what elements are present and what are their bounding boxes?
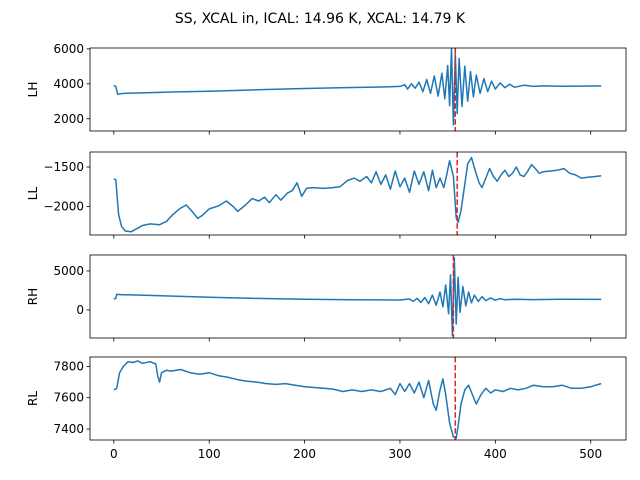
y-axis-label: LH <box>26 82 40 98</box>
y-axis-label: RH <box>26 288 40 305</box>
figure-title: SS, XCAL in, ICAL: 14.96 K, XCAL: 14.79 … <box>175 11 466 27</box>
axes-frame <box>89 356 627 441</box>
y-tick-label: 7400 <box>53 422 84 436</box>
subplot-lh: 2000 4000 6000 LH <box>26 42 627 135</box>
series-line-ll-0 <box>113 156 602 233</box>
series-line-lh-0 <box>113 48 602 126</box>
x-tick-label: 300 <box>389 447 412 461</box>
y-tick-label: 7600 <box>53 391 84 405</box>
x-tick-label: 500 <box>579 447 602 461</box>
x-tick-label: 0 <box>110 447 118 461</box>
y-tick-label: 2000 <box>53 112 84 126</box>
x-tick-label: 200 <box>293 447 316 461</box>
subplot-rl: 0 100 200 300 400 500 7400 7600 7800 RL <box>26 356 627 461</box>
y-axis-label: LL <box>26 187 40 201</box>
axes-frame <box>89 47 627 132</box>
y-tick-label: −1500 <box>43 160 84 174</box>
series-line-rl-0 <box>113 360 602 440</box>
y-tick-label: 4000 <box>53 77 84 91</box>
axes-frame <box>89 151 627 236</box>
x-tick-label: 100 <box>198 447 221 461</box>
y-tick-label: −2000 <box>43 200 84 214</box>
y-axis-label: RL <box>26 391 40 406</box>
x-tick-label: 400 <box>484 447 507 461</box>
axes-frame <box>89 254 627 339</box>
y-tick-label: 6000 <box>53 42 84 56</box>
y-tick-label: 7800 <box>53 359 84 373</box>
y-tick-label: 0 <box>76 303 84 317</box>
y-tick-label: 5000 <box>53 264 84 278</box>
series-line-rh-0 <box>113 256 602 337</box>
subplot-rh: 0 5000 RH <box>26 254 627 342</box>
